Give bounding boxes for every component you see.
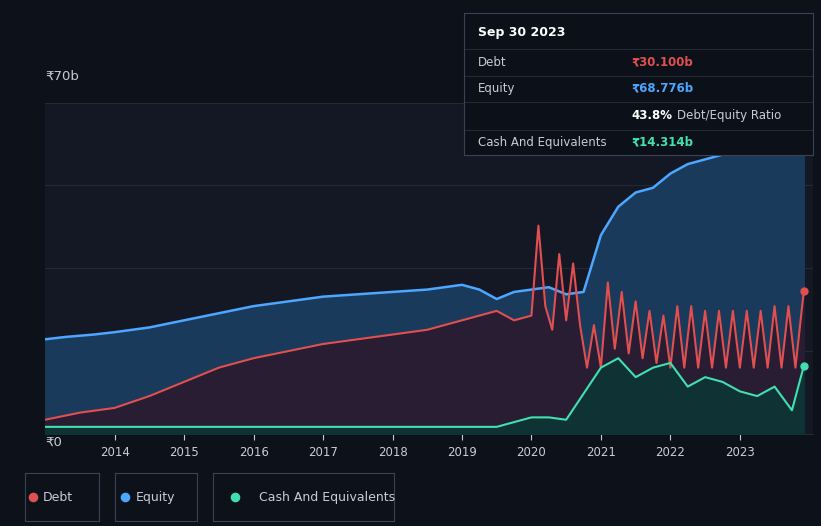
Point [797, 287, 810, 296]
Text: ₹68.776b: ₹68.776b [631, 82, 694, 95]
Text: Cash And Equivalents: Cash And Equivalents [259, 491, 395, 503]
Text: ₹30.100b: ₹30.100b [631, 56, 693, 69]
Text: Equity: Equity [478, 82, 516, 95]
Text: 43.8%: 43.8% [631, 109, 672, 122]
Text: Debt: Debt [478, 56, 507, 69]
Point [797, 362, 810, 370]
Point [228, 493, 241, 501]
Text: Cash And Equivalents: Cash And Equivalents [478, 136, 607, 149]
Text: Debt/Equity Ratio: Debt/Equity Ratio [677, 109, 781, 122]
Point [118, 493, 131, 501]
Text: ₹0: ₹0 [45, 436, 62, 449]
Text: ₹70b: ₹70b [45, 69, 79, 83]
Text: ₹14.314b: ₹14.314b [631, 136, 694, 149]
Text: Debt: Debt [44, 491, 73, 503]
Text: Equity: Equity [135, 491, 175, 503]
Point [797, 104, 810, 113]
Point [27, 493, 40, 501]
Text: Sep 30 2023: Sep 30 2023 [478, 26, 565, 39]
